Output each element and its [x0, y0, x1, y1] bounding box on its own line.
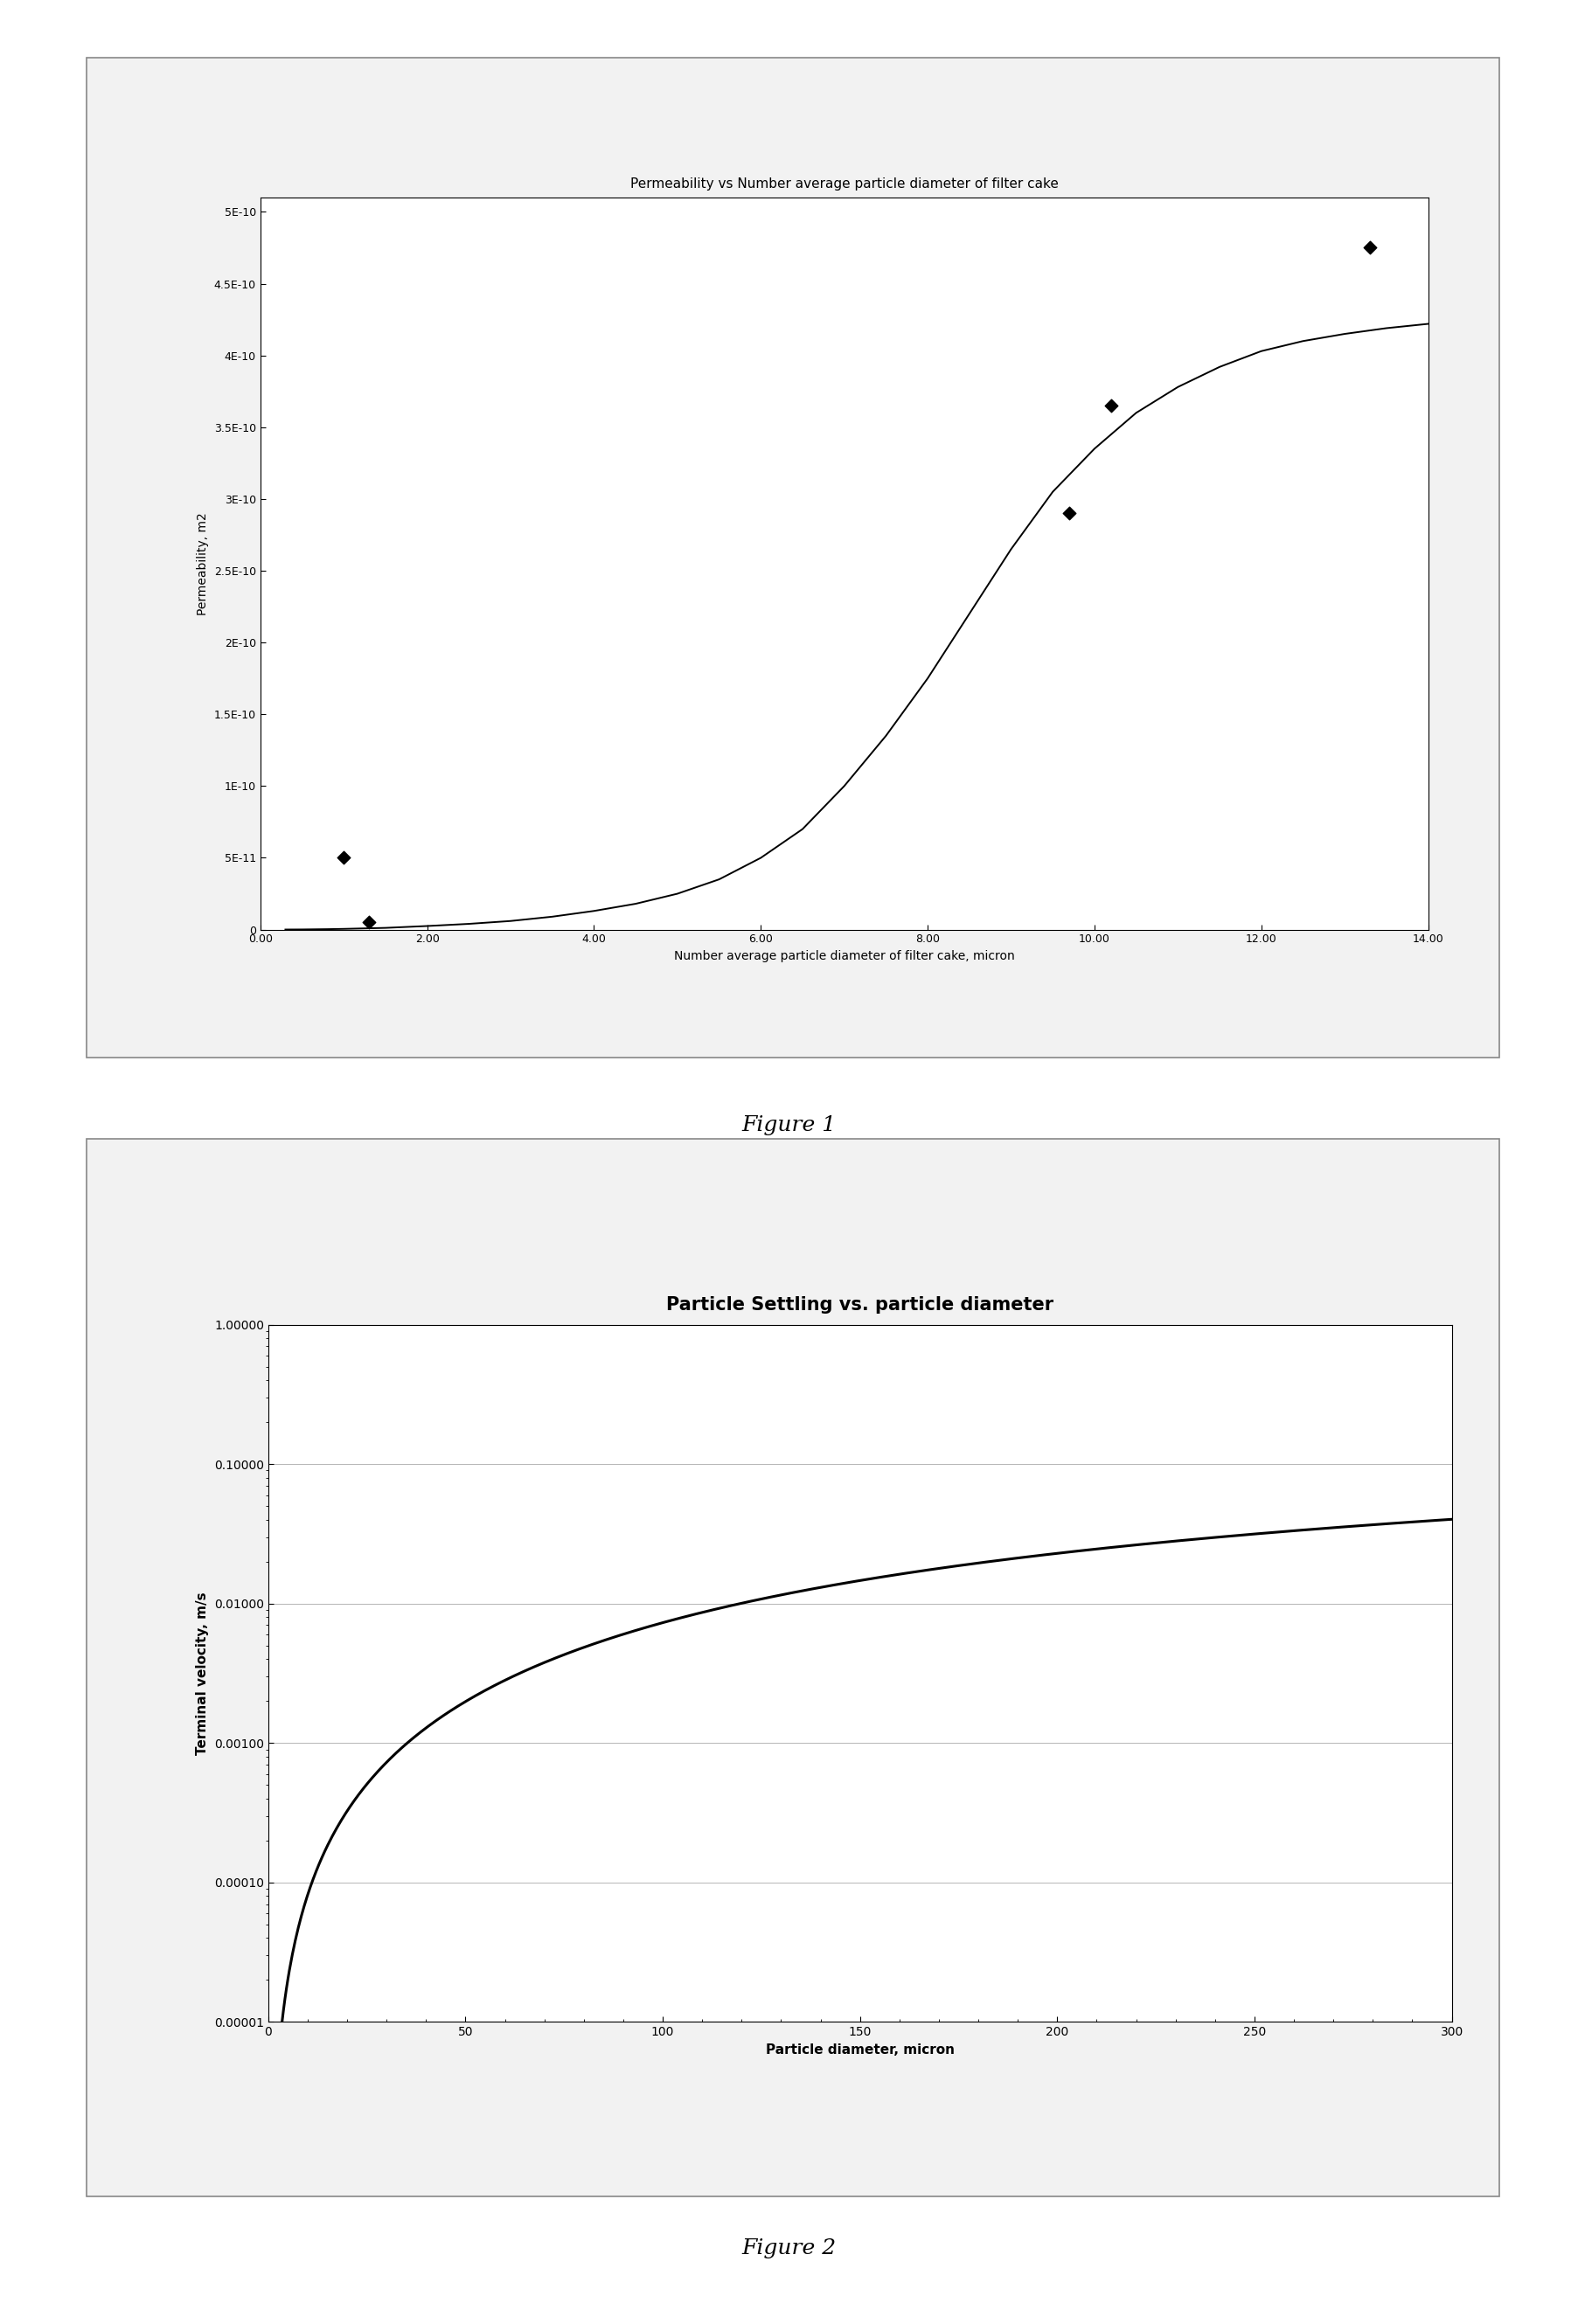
Y-axis label: Permeability, m2: Permeability, m2: [197, 511, 210, 616]
X-axis label: Particle diameter, micron: Particle diameter, micron: [765, 2043, 955, 2057]
X-axis label: Number average particle diameter of filter cake, micron: Number average particle diameter of filt…: [674, 951, 1015, 962]
Point: [357, 904, 382, 941]
Text: Figure 1: Figure 1: [742, 1116, 836, 1136]
Text: Figure 2: Figure 2: [742, 2238, 836, 2259]
Point: [1357, 230, 1382, 267]
Point: [331, 839, 357, 876]
Title: Permeability vs Number average particle diameter of filter cake: Permeability vs Number average particle …: [630, 177, 1059, 191]
Point: [1098, 388, 1124, 425]
Point: [1057, 495, 1083, 532]
Title: Particle Settling vs. particle diameter: Particle Settling vs. particle diameter: [666, 1297, 1054, 1313]
Y-axis label: Terminal velocity, m/s: Terminal velocity, m/s: [196, 1592, 210, 1755]
